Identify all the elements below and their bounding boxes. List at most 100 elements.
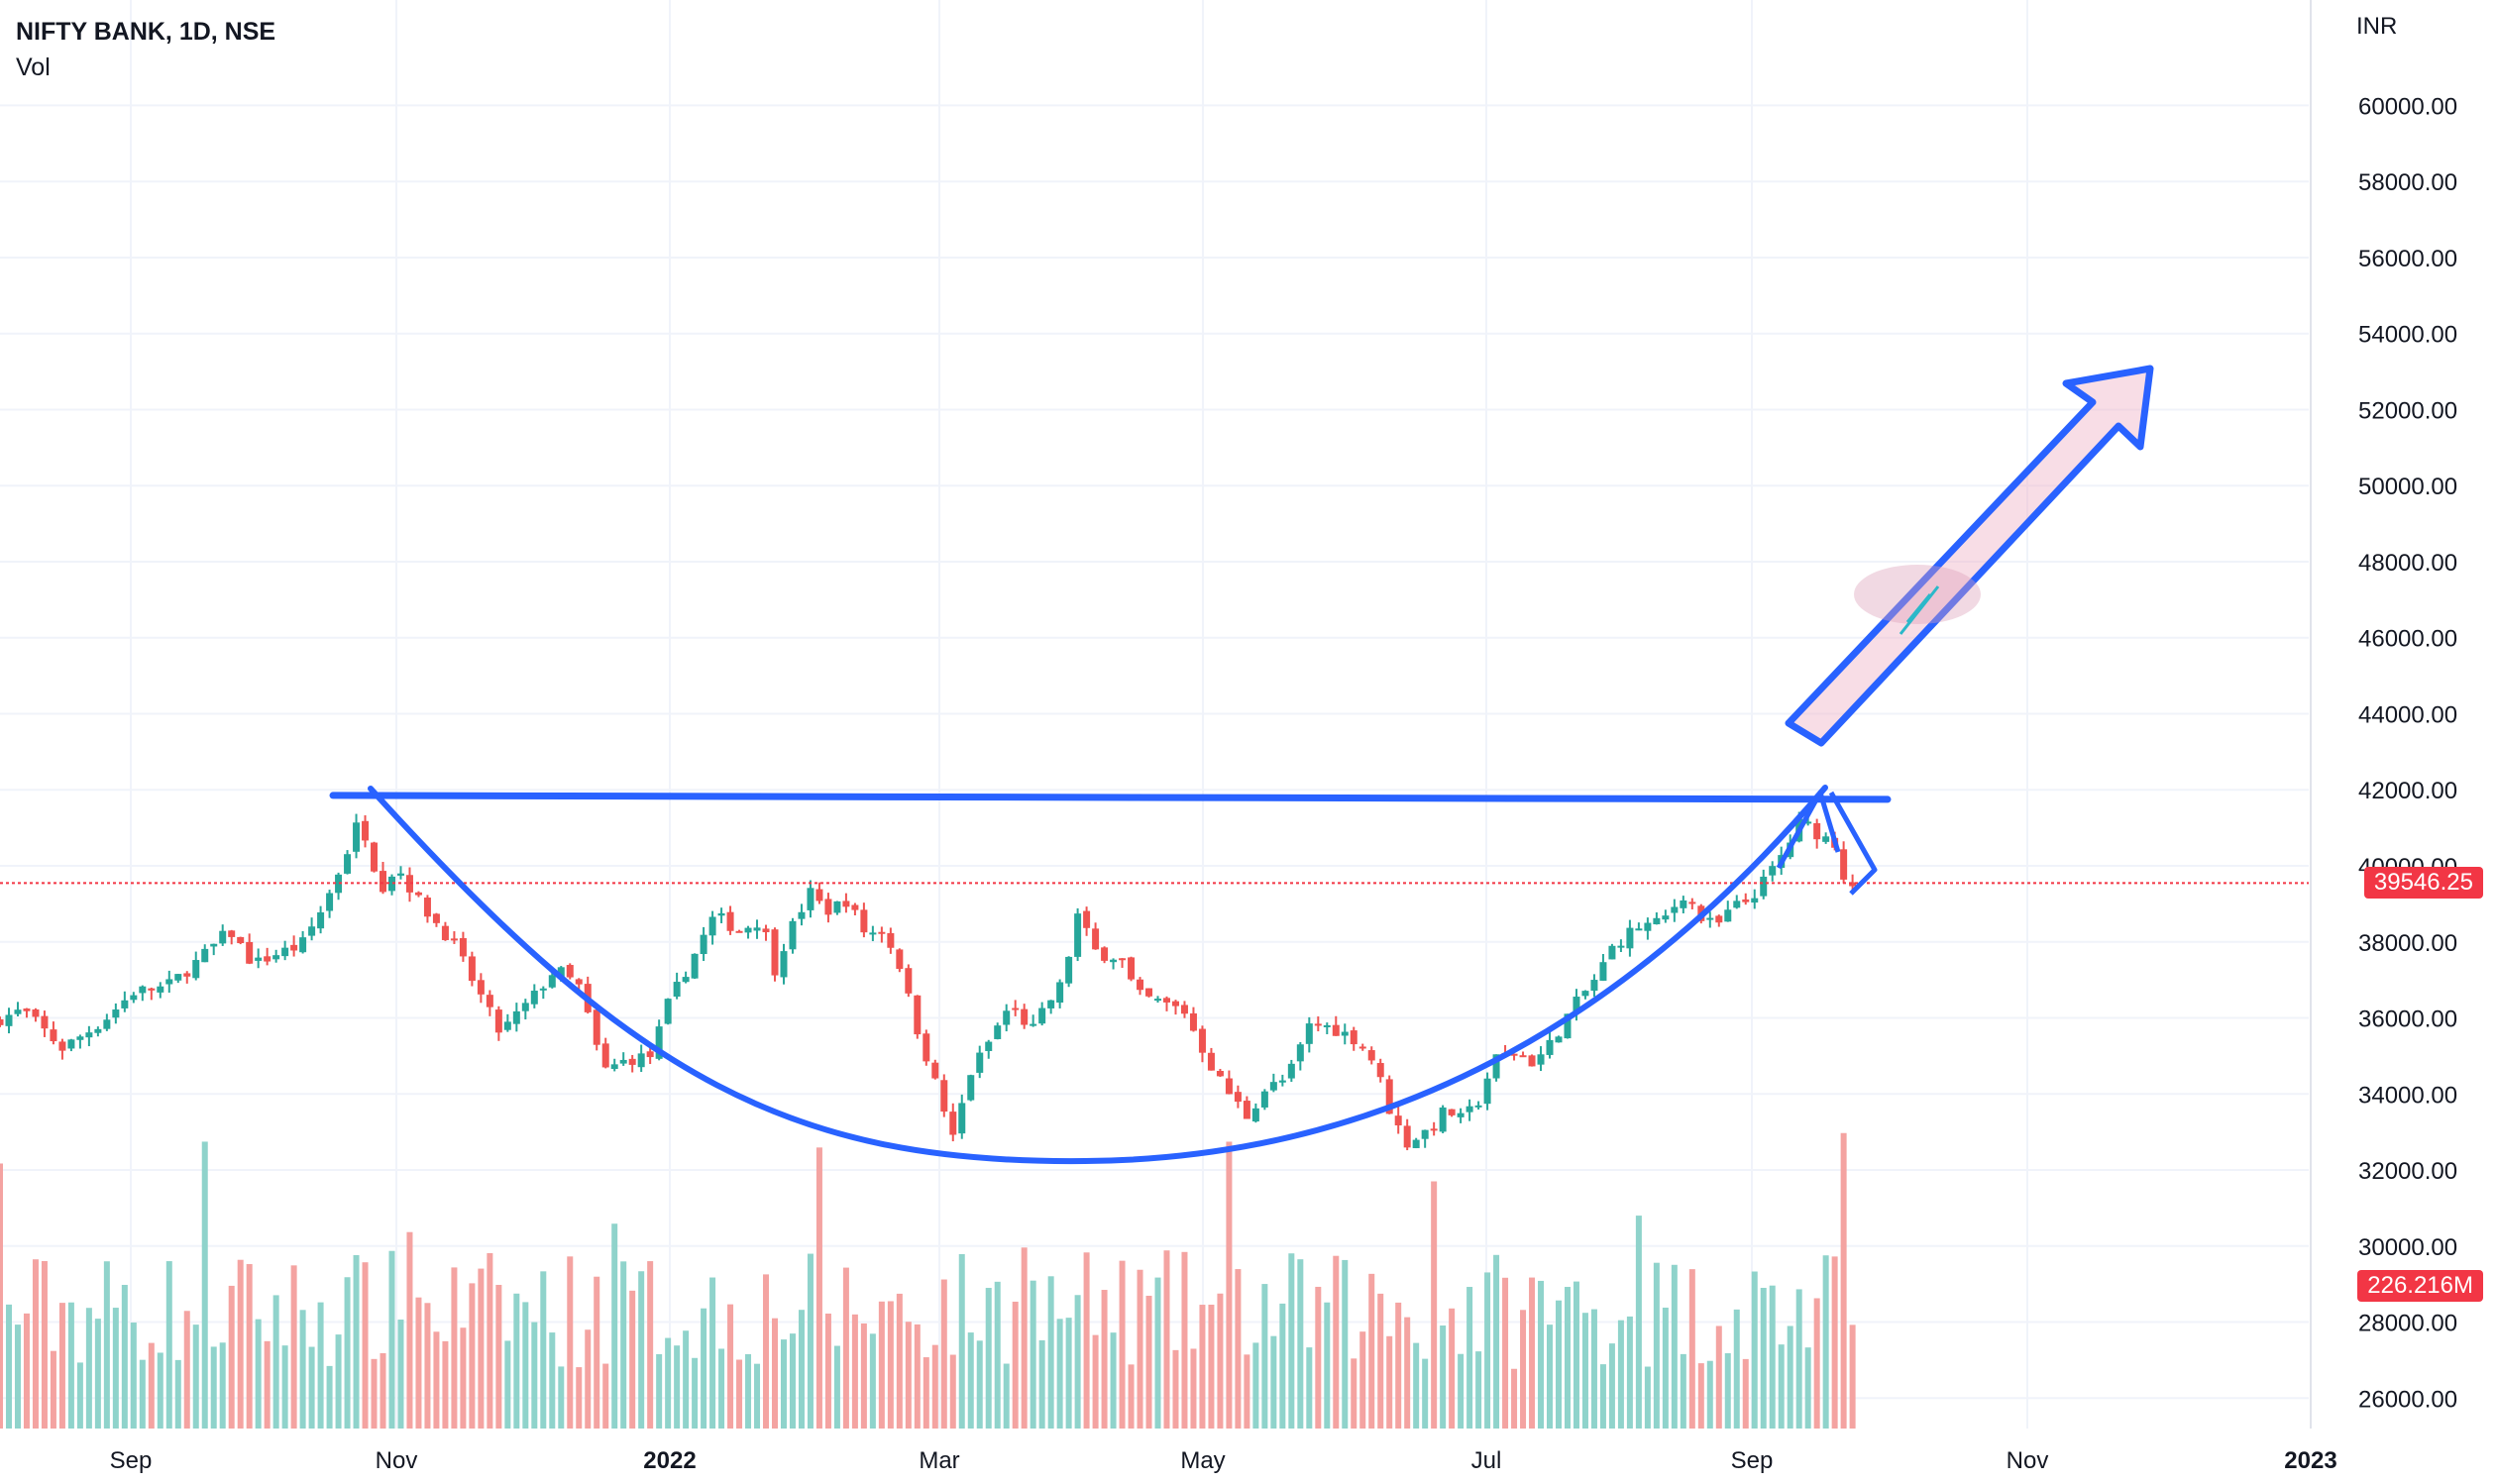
user-drawings[interactable]	[329, 365, 2154, 1165]
candle-body	[396, 873, 404, 876]
candle-body	[664, 999, 672, 1024]
candle-body	[219, 930, 227, 944]
candle-body	[1216, 1071, 1224, 1077]
volume-bar	[513, 1293, 520, 1429]
volume-bar	[585, 1329, 592, 1429]
volume-bar	[576, 1367, 583, 1429]
volume-bar	[23, 1313, 30, 1429]
candle-body	[1688, 901, 1696, 904]
candle-body	[1198, 1028, 1206, 1053]
volume-bar	[549, 1332, 556, 1429]
volume-bar	[148, 1342, 155, 1429]
volume-bar	[1386, 1335, 1393, 1429]
volume-bar	[67, 1302, 74, 1429]
volume-bar	[745, 1353, 752, 1429]
volume-bar	[406, 1231, 413, 1429]
candle-body	[228, 930, 236, 937]
volume-bar	[656, 1353, 663, 1429]
volume-bar	[1608, 1343, 1615, 1429]
volume-bar	[1288, 1253, 1295, 1429]
volume-bar	[1724, 1353, 1731, 1429]
x-tick-label: 2022	[643, 1447, 696, 1474]
y-tick-label: 52000.00	[2358, 397, 2457, 424]
volume-bar	[1475, 1351, 1482, 1429]
candle-body	[557, 967, 565, 979]
volume-bar	[1199, 1305, 1206, 1429]
volume-bar	[1074, 1295, 1081, 1429]
volume-bar	[103, 1261, 110, 1429]
candle-body	[264, 956, 271, 962]
volume-bar	[1297, 1259, 1304, 1429]
volume-bar	[130, 1323, 137, 1429]
volume-bar	[683, 1330, 690, 1429]
volume-bar	[1137, 1269, 1143, 1429]
y-tick-label: 32000.00	[2358, 1158, 2457, 1185]
volume-bar	[602, 1363, 609, 1429]
highlight-blob	[1854, 565, 1981, 624]
breakout-arrow	[1785, 365, 2154, 747]
volume-bar	[1831, 1256, 1838, 1429]
candle-body	[1403, 1125, 1411, 1148]
candle-body	[512, 1010, 520, 1024]
candle-body	[1287, 1063, 1295, 1079]
volume-bar	[1529, 1277, 1536, 1429]
volume-bars	[0, 1132, 1856, 1429]
volume-bar	[985, 1288, 992, 1429]
volume-bar	[1154, 1277, 1161, 1429]
volume-bar	[1145, 1295, 1152, 1429]
candle-body	[1110, 959, 1118, 963]
candle-body	[673, 982, 681, 998]
volume-bar	[388, 1250, 395, 1429]
candle-body	[1171, 1001, 1179, 1007]
volume-bar	[1422, 1358, 1429, 1429]
volume-bar	[638, 1271, 645, 1429]
volume-bar	[815, 1147, 822, 1429]
candle-body	[477, 980, 485, 995]
volume-bar	[665, 1337, 672, 1429]
volume-bar	[949, 1354, 956, 1429]
candle-body	[842, 901, 850, 907]
volume-bar	[371, 1358, 378, 1429]
y-tick-label: 54000.00	[2358, 322, 2457, 349]
volume-bar	[1733, 1309, 1740, 1429]
candle-body	[299, 937, 307, 953]
candle-body	[1519, 1055, 1527, 1058]
volume-bar	[976, 1340, 983, 1429]
volume-bar	[807, 1253, 814, 1429]
volume-bar	[255, 1319, 262, 1429]
volume-bar	[32, 1259, 39, 1429]
candle-body	[255, 957, 263, 961]
volume-bar	[362, 1262, 369, 1429]
volume-bar	[50, 1350, 56, 1429]
volume-bar	[1351, 1358, 1357, 1429]
candle-body	[1662, 915, 1670, 920]
volume-bar	[1590, 1309, 1597, 1429]
volume-bar	[5, 1304, 12, 1429]
volume-bar	[1751, 1271, 1758, 1429]
candle-body	[1189, 1012, 1197, 1031]
x-tick-label: Nov	[2007, 1447, 2049, 1474]
candle-body	[1376, 1063, 1384, 1078]
candle-body	[1742, 899, 1750, 902]
candle-body	[85, 1032, 93, 1038]
candle-body	[468, 956, 476, 982]
time-axis[interactable]: Sep Nov 2022 Mar May Jul Sep Nov 2023	[110, 1447, 2337, 1474]
candle-body	[1119, 958, 1127, 961]
candle-body	[1590, 980, 1598, 992]
candle-body	[869, 932, 877, 935]
volume-bar	[1644, 1366, 1651, 1429]
volume-bar	[1715, 1325, 1722, 1429]
volume-bar	[1466, 1287, 1473, 1429]
candle-body	[0, 1018, 4, 1025]
y-tick-label: 42000.00	[2358, 778, 2457, 804]
candle-body	[192, 960, 200, 979]
volume-bar	[183, 1311, 190, 1429]
volume-bar	[192, 1325, 199, 1429]
candle-body	[940, 1080, 948, 1113]
candle-body	[67, 1039, 75, 1049]
candle-body	[1760, 876, 1768, 897]
volume-bar	[281, 1345, 288, 1429]
candle-body	[237, 936, 245, 944]
price-axis[interactable]: INR 26000.00 28000.00 30000.00 32000.00 3400…	[2356, 13, 2457, 1413]
